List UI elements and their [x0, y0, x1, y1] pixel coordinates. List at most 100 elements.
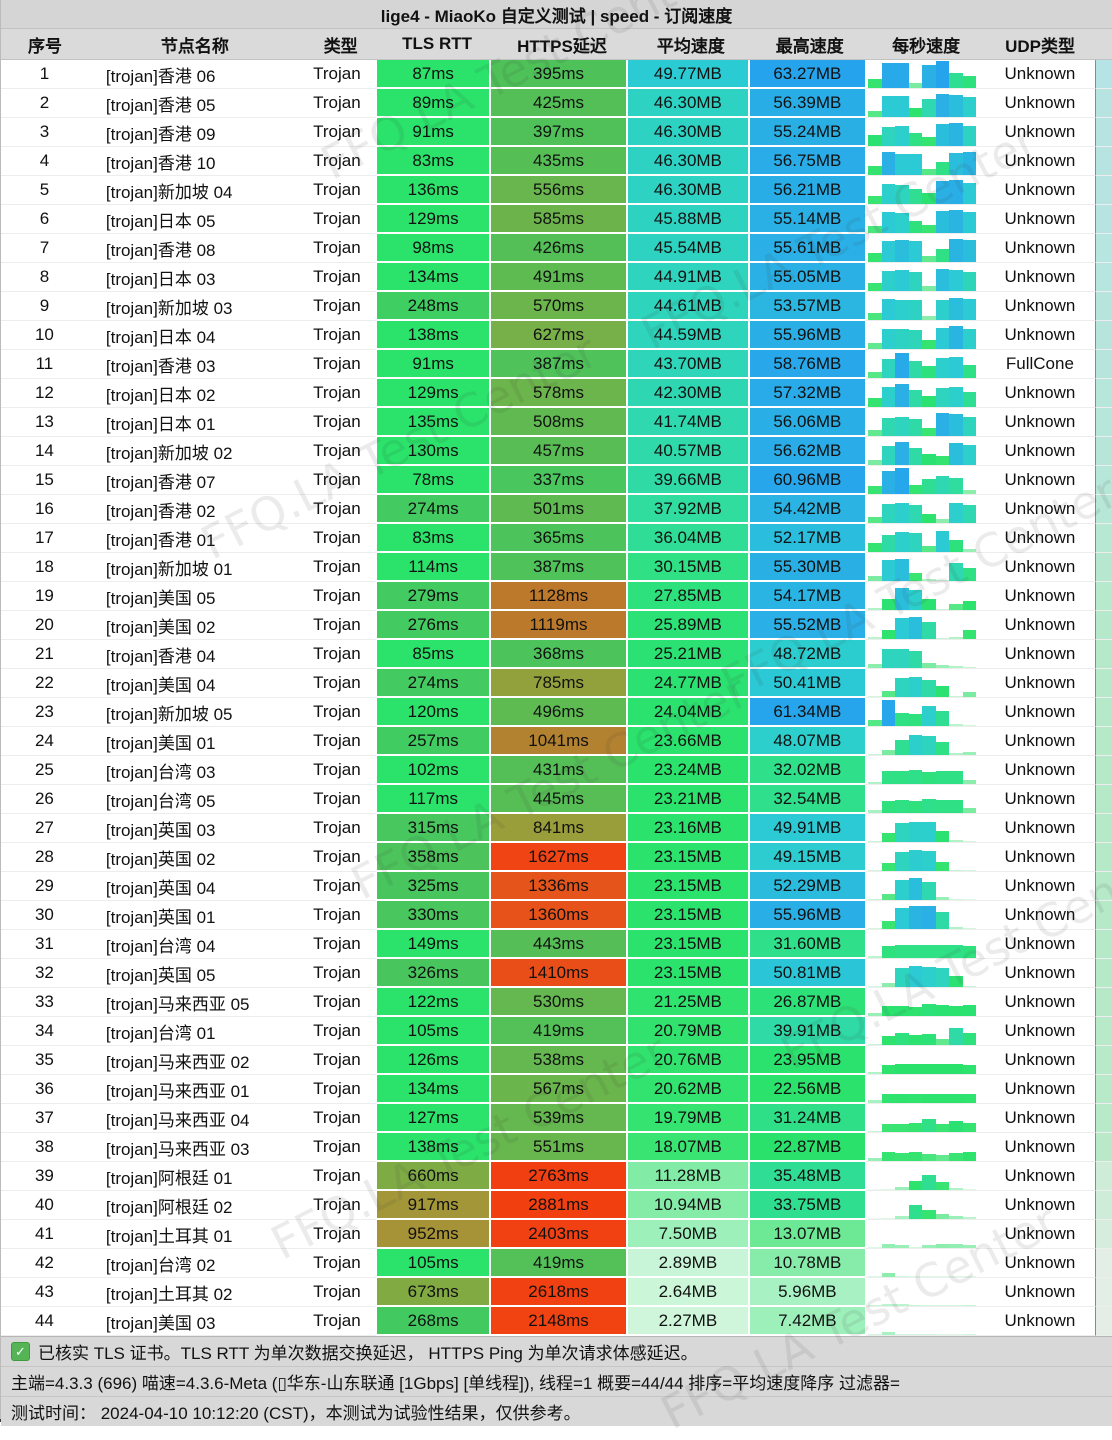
speed-bar [935, 476, 950, 494]
avg-speed-value: 46.30MB [628, 147, 748, 174]
udp-type-value: Unknown [984, 1133, 1096, 1162]
speed-bar [949, 1094, 963, 1103]
avg-speed-value: 25.21MB [628, 640, 748, 667]
udp-type-value: Unknown [984, 1220, 1096, 1249]
column-header-type: 类型 [323, 36, 358, 56]
speed-bar [935, 61, 950, 88]
https-latency-value: 1410ms [490, 959, 627, 986]
speed-bar [908, 617, 923, 639]
speed-bar [908, 241, 923, 262]
speed-bar [895, 96, 909, 117]
speed-bar [908, 878, 923, 900]
speed-bar [949, 326, 963, 349]
speed-bar [868, 576, 882, 581]
speed-bar [868, 637, 882, 639]
tls-rtt-value: 135ms [377, 408, 489, 435]
speed-bar [922, 340, 936, 349]
udp-type-value: Unknown [984, 611, 1096, 640]
avg-speed-value: 24.77MB [628, 669, 748, 696]
https-latency-value: 419ms [490, 1017, 627, 1044]
row-color-strip-fill [1096, 408, 1112, 436]
speed-bar [895, 417, 909, 436]
per-second-speed-sparkline [866, 263, 985, 292]
node-type: Trojan [297, 118, 377, 147]
speed-bar [949, 563, 963, 581]
node-name: [trojan]香港 07 [87, 466, 298, 495]
speed-bar [962, 152, 977, 175]
speed-bar [949, 443, 963, 465]
speed-bar [949, 95, 963, 117]
speed-bar [881, 833, 896, 842]
max-speed-value: 22.87MB [749, 1133, 866, 1160]
tls-rtt-value: 89ms [377, 89, 489, 116]
speed-bar [908, 330, 923, 349]
speed-bar [922, 1276, 936, 1277]
node-name: [trojan]香港 09 [87, 118, 298, 147]
per-second-speed-sparkline [866, 118, 985, 147]
row-color-strip [1095, 466, 1112, 495]
speed-bar [922, 1004, 936, 1016]
speed-bar [949, 637, 963, 639]
speed-bar [881, 1332, 896, 1335]
node-row: 30 [trojan]英国 01 Trojan 330ms 1360ms 23.15MB 5… [1, 901, 1112, 930]
tls-rtt-value: 315ms [377, 814, 489, 841]
speed-bar [881, 750, 896, 755]
node-index: 26 [1, 785, 88, 814]
node-index: 25 [1, 756, 88, 785]
node-name: [trojan]英国 05 [87, 959, 298, 988]
avg-speed-value: 2.64MB [628, 1278, 748, 1305]
max-speed-value: 56.62MB [749, 437, 866, 464]
node-name: [trojan]阿根廷 02 [87, 1191, 298, 1220]
avg-speed-value: 20.76MB [628, 1046, 748, 1073]
speed-bar [868, 664, 882, 668]
avg-speed-value: 39.66MB [628, 466, 748, 493]
speed-bar [895, 240, 909, 262]
node-row: 2 [trojan]香港 05 Trojan 89ms 425ms 46.30MB 56.3… [1, 89, 1112, 118]
speed-bar [935, 665, 950, 668]
row-color-strip-fill [1096, 814, 1112, 842]
node-type: Trojan [297, 1249, 377, 1278]
node-index: 28 [1, 843, 88, 872]
node-index: 22 [1, 669, 88, 698]
node-index: 3 [1, 118, 88, 147]
tls-rtt-value: 325ms [377, 872, 489, 899]
tls-rtt-value: 98ms [377, 234, 489, 261]
speed-bar [962, 1005, 977, 1016]
speed-bar [935, 638, 950, 639]
max-speed-value: 55.96MB [749, 321, 866, 348]
per-second-speed-sparkline [866, 1278, 985, 1307]
max-speed-value: 26.87MB [749, 988, 866, 1015]
avg-speed-value: 23.15MB [628, 930, 748, 957]
node-row: 9 [trojan]新加坡 03 Trojan 248ms 570ms 44.61MB 53… [1, 292, 1112, 321]
https-latency-value: 435ms [490, 147, 627, 174]
speed-bar [962, 549, 977, 552]
per-second-speed-sparkline [866, 1249, 985, 1278]
udp-type-value: Unknown [984, 553, 1096, 582]
tls-rtt-value: 105ms [377, 1249, 489, 1276]
max-speed-value: 31.60MB [749, 930, 866, 957]
per-second-speed-sparkline [866, 1307, 985, 1336]
speed-bar [895, 559, 909, 581]
per-second-speed-sparkline [866, 611, 985, 640]
max-speed-value: 10.78MB [749, 1249, 866, 1276]
speed-bar [922, 967, 936, 987]
tls-rtt-value: 917ms [377, 1191, 489, 1218]
node-row: 10 [trojan]日本 04 Trojan 138ms 627ms 44.59MB 55… [1, 321, 1112, 350]
tls-rtt-value: 358ms [377, 843, 489, 870]
node-name: [trojan]香港 08 [87, 234, 298, 263]
speed-bar [908, 448, 923, 465]
https-latency-value: 539ms [490, 1104, 627, 1131]
speed-bar [949, 870, 963, 871]
node-type: Trojan [297, 379, 377, 408]
node-row: 36 [trojan]马来西亚 01 Trojan 134ms 567ms 20.62MB… [1, 1075, 1112, 1104]
udp-type-value: Unknown [984, 89, 1096, 118]
column-header-index: 序号 [27, 36, 62, 56]
https-latency-value: 578ms [490, 379, 627, 406]
udp-type-value: Unknown [984, 727, 1096, 756]
per-second-speed-sparkline [866, 727, 985, 756]
node-name: [trojan]新加坡 04 [87, 176, 298, 205]
speed-bar [949, 478, 963, 494]
tls-rtt-value: 114ms [377, 553, 489, 580]
speed-bar [962, 505, 977, 523]
